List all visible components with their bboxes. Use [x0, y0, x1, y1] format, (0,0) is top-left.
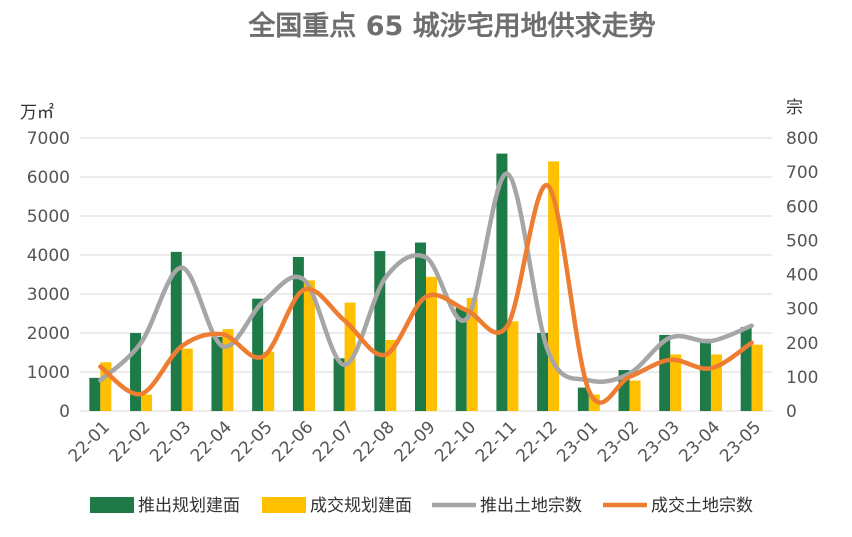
bar-deal-area-22-11: [507, 321, 519, 411]
legend-swatch: [90, 497, 134, 513]
x-tick-label: 22-06: [268, 417, 317, 466]
bar-supply-area-22-08: [374, 251, 386, 411]
line-deal-count: [98, 183, 754, 405]
x-tick-label: 22-12: [513, 417, 562, 466]
bar-supply-area-22-03: [170, 251, 182, 411]
y-left-tick-label: 7000: [27, 129, 70, 149]
chart-title: 全国重点 65 城涉宅用地供求走势: [247, 10, 655, 42]
y-left-tick-label: 3000: [27, 285, 70, 305]
lines: [98, 171, 754, 405]
x-tick-label: 22-05: [228, 417, 277, 466]
x-tick-label: 23-03: [635, 417, 684, 466]
y-left-tick-label: 5000: [27, 207, 70, 227]
legend-label: 成交规划建面: [310, 496, 412, 516]
bar-deal-area-23-04: [710, 354, 722, 411]
y-right-tick-label: 100: [786, 368, 818, 388]
bar-deal-area-23-03: [670, 354, 682, 411]
x-tick-label: 22-02: [106, 417, 155, 466]
y-right-tick-label: 600: [786, 197, 818, 217]
x-tick-label: 23-05: [716, 417, 765, 466]
y-right-axis: 0 100 200 300 400 500 600 700 800: [786, 129, 818, 422]
bar-supply-area-22-07: [333, 358, 345, 411]
bar-deal-area-22-05: [263, 351, 275, 411]
bar-deal-area-22-04: [222, 329, 234, 411]
y-left-unit-label: 万㎡: [20, 103, 54, 123]
y-right-tick-label: 300: [786, 300, 818, 320]
bar-supply-area-22-12: [537, 333, 549, 411]
y-left-tick-label: 4000: [27, 246, 70, 266]
bar-deal-area-22-12: [548, 161, 560, 411]
bar-deal-area-22-03: [181, 348, 193, 411]
bar-supply-area-23-04: [699, 338, 711, 411]
bar-deal-area-22-06: [303, 280, 315, 411]
x-tick-label: 22-04: [187, 417, 236, 466]
x-tick-label: 22-11: [472, 417, 521, 466]
bar-supply-area-23-02: [618, 370, 630, 411]
x-tick-label: 22-01: [65, 417, 114, 466]
bar-deal-area-22-10: [466, 297, 478, 411]
legend-label: 成交土地宗数: [651, 496, 753, 516]
y-left-tick-label: 2000: [27, 324, 70, 344]
legend-label: 推出土地宗数: [480, 496, 582, 516]
bar-deal-area-22-07: [344, 302, 356, 411]
bar-supply-area-23-03: [659, 334, 671, 411]
bars: [89, 153, 763, 411]
bar-supply-area-22-06: [292, 256, 304, 411]
legend: 推出规划建面 成交规划建面 推出土地宗数 成交土地宗数: [90, 496, 753, 516]
bar-supply-area-22-05: [252, 298, 264, 411]
x-tick-label: 22-09: [390, 417, 439, 466]
y-right-unit-label: 宗: [786, 98, 803, 118]
bar-deal-area-23-02: [629, 380, 641, 411]
bar-supply-area-22-09: [415, 242, 426, 411]
y-left-tick-label: 1000: [27, 363, 70, 383]
bar-supply-area-22-02: [130, 333, 142, 411]
x-axis: 22-0122-0222-0322-0422-0522-0622-0722-08…: [65, 417, 765, 466]
x-tick-label: 23-01: [553, 417, 602, 466]
bar-supply-area-22-10: [455, 307, 467, 411]
bar-supply-area-23-01: [577, 387, 589, 411]
x-tick-label: 22-10: [431, 417, 480, 466]
bar-supply-area-22-01: [89, 377, 101, 411]
legend-swatch: [262, 497, 306, 513]
y-right-tick-label: 0: [786, 402, 797, 422]
bar-supply-area-22-04: [211, 336, 223, 411]
y-right-tick-label: 400: [786, 266, 818, 286]
y-right-tick-label: 500: [786, 231, 818, 251]
bar-supply-area-23-05: [740, 327, 752, 411]
x-tick-label: 22-03: [146, 417, 195, 466]
bar-deal-area-22-02: [141, 394, 153, 411]
x-tick-label: 23-04: [675, 417, 724, 466]
y-left-axis: 0 1000 2000 3000 4000 5000 6000 7000: [27, 129, 70, 422]
y-left-tick-label: 6000: [27, 168, 70, 188]
y-right-tick-label: 200: [786, 334, 818, 354]
x-tick-label: 22-08: [350, 417, 399, 466]
y-left-tick-label: 0: [59, 402, 70, 422]
y-right-tick-label: 800: [786, 129, 818, 149]
bar-supply-area-22-11: [496, 153, 508, 411]
bar-deal-area-23-05: [751, 344, 763, 411]
x-tick-label: 23-02: [594, 417, 643, 466]
y-right-tick-label: 700: [786, 163, 818, 183]
bar-deal-area-22-01: [100, 362, 112, 411]
bar-deal-area-22-09: [426, 276, 437, 411]
legend-label: 推出规划建面: [138, 496, 240, 516]
x-tick-label: 22-07: [309, 417, 358, 466]
bar-deal-area-22-08: [385, 340, 397, 411]
bar-deal-area-23-01: [588, 394, 600, 411]
